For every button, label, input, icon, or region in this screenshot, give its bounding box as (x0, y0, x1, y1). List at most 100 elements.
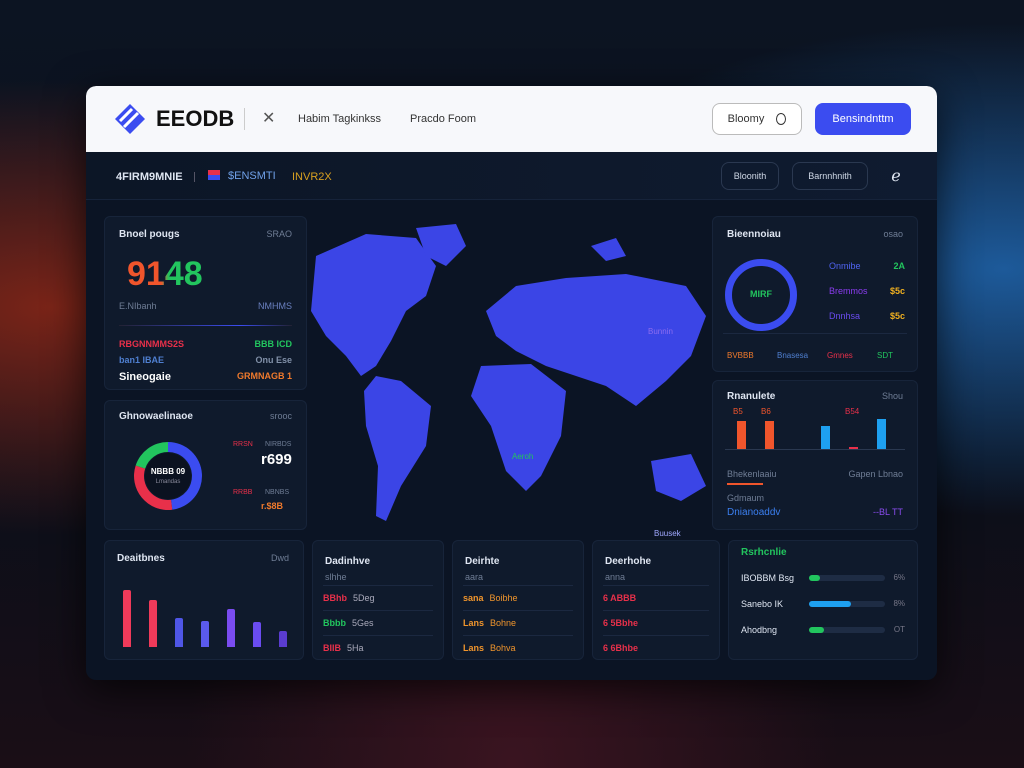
row-value: 6 5Bbhe (603, 617, 639, 628)
card-title: Deaitbnes (117, 553, 165, 564)
card-title: Bnoel pougs (119, 229, 180, 240)
list-row[interactable]: Lans Bohne (463, 610, 573, 634)
stat-label: Gapen Lbnao (848, 469, 903, 479)
list-card: Deerhohe anna 6 ABBB 6 5Bbhe 6 6Bhbe (592, 540, 720, 660)
row-value: Bbbb (323, 617, 346, 628)
list-card: Deirhte aara sana Boibhe Lans Bohne Lans Bohva (452, 540, 584, 660)
card-sub: aara (465, 572, 484, 582)
progress-label: Sanebo IK (741, 599, 784, 609)
search-label: Bloomy (727, 113, 765, 125)
row-label: Bohva (490, 642, 516, 653)
row-value: 6 ABBB (603, 592, 637, 603)
badge: INVR2X (292, 171, 332, 183)
nav-link[interactable]: Habim Tagkinkss (298, 113, 381, 125)
legend-value: r.$8B (261, 501, 284, 511)
list-row[interactable]: BBhb 5Deg (323, 585, 433, 609)
legend-value: $5c (889, 311, 905, 321)
stat-value: --BL TT (872, 507, 903, 517)
stat-label: Gdmaum (727, 493, 765, 503)
close-icon[interactable]: ✕ (262, 110, 276, 127)
world-map[interactable]: Bunnin Aeroh Buusek (306, 216, 712, 546)
row-label: 5Deg (353, 592, 375, 603)
kpi-card: Bnoel pougs SRAO 9148 E.NIbanh NMHMS RBG… (104, 216, 307, 390)
row-value: Lans (463, 617, 485, 628)
row-label: Boibhe (489, 592, 518, 603)
donut-chart (134, 442, 203, 510)
kpi-row-label: Sineogaie (119, 371, 171, 383)
row-value: BIIB (323, 642, 341, 653)
row-label: Bohne (490, 617, 517, 628)
tag-label: $ENSMTI (228, 170, 276, 182)
eurasia (486, 274, 706, 406)
north-america (311, 234, 436, 376)
row-label: 5Ha (347, 642, 364, 653)
card-sub: slhhe (325, 572, 347, 582)
australia (651, 454, 706, 501)
list-row[interactable]: 6 ABBB (603, 585, 709, 609)
donut-center-label: NBBB 09 (150, 467, 186, 476)
flag-icon (208, 170, 220, 180)
primary-button[interactable]: Bensindnttm (815, 103, 911, 135)
section-title: 4FIRM9MNIE (116, 171, 183, 183)
action-button[interactable]: Bloonith (721, 162, 779, 190)
bar[interactable] (737, 421, 746, 449)
action-button[interactable]: Barnnhnith (792, 162, 868, 190)
bar[interactable] (227, 609, 235, 647)
card-sub: anna (605, 572, 626, 582)
bar[interactable] (149, 600, 157, 647)
kpi-label: NMHMS (258, 301, 292, 311)
card-title: Rsrhcnlie (741, 547, 787, 558)
list-card: Dadinhve slhhe BBhb 5Deg Bbbb 5Ges BIIB 5Ha (312, 540, 444, 660)
nav-link[interactable]: Pracdo Foom (410, 113, 477, 125)
donut-center-sub: Lmandas (155, 479, 181, 485)
card-title: Deirhte (465, 556, 500, 567)
card-title: Ghnowaelinaoe (119, 411, 193, 422)
bar[interactable] (877, 419, 886, 449)
footer-stat: Gmnes (827, 351, 853, 360)
list-row[interactable]: sana Boibhe (463, 585, 573, 609)
list-row[interactable]: 6 5Bbhe (603, 610, 709, 634)
settings-icon[interactable]: ℯ (891, 168, 901, 185)
kpi-row-value: Onu Ese (255, 355, 292, 365)
arctic-island (591, 238, 626, 261)
row-value: 6 6Bhbe (603, 642, 639, 653)
stat-bar (727, 483, 763, 485)
card-meta: srooc (269, 411, 292, 421)
list-row[interactable]: Lans Bohva (463, 635, 573, 659)
legend-value: 2A (893, 261, 905, 271)
bar[interactable] (821, 425, 830, 449)
list-row[interactable]: BIIB 5Ha (323, 635, 433, 659)
row-value: Lans (463, 642, 485, 653)
search-button[interactable]: Bloomy (712, 103, 802, 135)
legend-value: $5c (889, 286, 905, 296)
divider (723, 333, 907, 334)
donut-segment (134, 465, 173, 510)
legend-label: RRBB (233, 489, 253, 496)
footer-stat: BVBBB (727, 351, 754, 360)
bar-label: B6 (761, 407, 771, 416)
list-row[interactable]: 6 6Bhbe (603, 635, 709, 659)
row-label: 5Ges (352, 617, 374, 628)
kpi-row-value: BBB ICD (254, 339, 293, 349)
bar[interactable] (253, 621, 261, 647)
africa (471, 364, 566, 491)
ring-chart (725, 259, 797, 331)
card-title: Bieennoiau (727, 229, 781, 240)
progress-label: Ahodbng (741, 625, 778, 635)
bar[interactable] (123, 589, 131, 647)
top-header: EEODB ✕ Habim Tagkinkss Pracdo Foom Bloo… (86, 86, 937, 152)
legend-label: NBNBS (265, 489, 290, 496)
progress-bar (809, 627, 885, 633)
legend-label: Bremmos (829, 286, 868, 296)
bar[interactable] (279, 630, 287, 647)
bar[interactable] (201, 621, 209, 647)
bar[interactable] (175, 617, 183, 647)
bar[interactable] (765, 421, 774, 449)
footer-stat: Bnasesa (777, 351, 809, 360)
list-row[interactable]: Bbbb 5Ges (323, 610, 433, 634)
logo-icon (115, 104, 145, 134)
card-meta: Shou (881, 391, 903, 401)
bar[interactable] (849, 447, 858, 449)
kpi-label: E.NIbanh (119, 301, 157, 311)
donut-segment (135, 442, 168, 469)
